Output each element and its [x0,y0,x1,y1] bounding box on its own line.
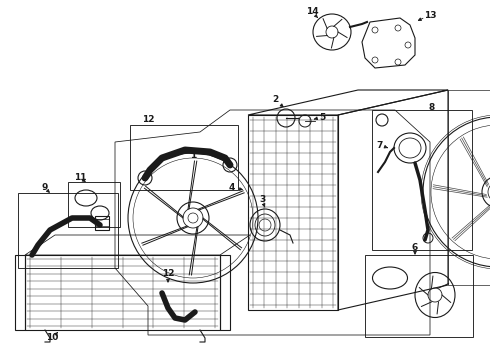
Text: 7: 7 [377,140,383,149]
Bar [248,115,338,310]
Text: 6: 6 [412,243,418,252]
Text: 12: 12 [162,269,174,278]
Text: 11: 11 [74,174,86,183]
Text: 14: 14 [306,8,318,17]
Bar [365,255,473,337]
Bar [68,182,120,227]
Text: 13: 13 [424,10,436,19]
Bar [220,255,230,330]
Text: 8: 8 [429,103,435,112]
Text: 12: 12 [142,116,154,125]
Bar [130,125,238,190]
Text: 3: 3 [259,195,265,204]
Text: 4: 4 [229,184,235,193]
Text: 5: 5 [319,112,325,122]
Bar [25,255,220,330]
Text: 2: 2 [272,95,278,104]
Bar [448,90,490,285]
Bar [95,216,109,230]
Text: 9: 9 [42,184,48,193]
Bar [15,255,25,330]
Text: 10: 10 [46,333,58,342]
Text: 1: 1 [190,150,196,159]
Bar [18,193,118,268]
Bar [372,110,472,250]
